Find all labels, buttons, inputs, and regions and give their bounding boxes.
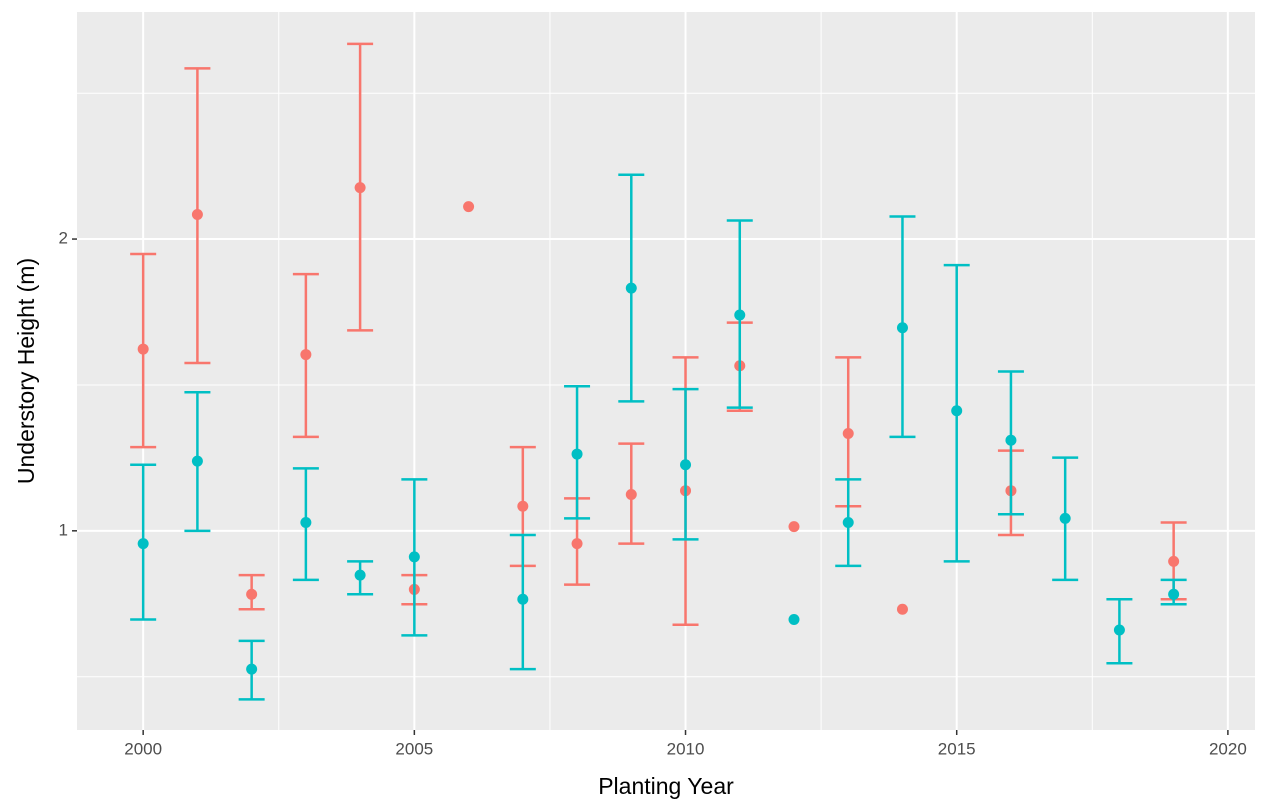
- point: [300, 516, 312, 528]
- y-tick-label: 1: [59, 520, 68, 539]
- point: [191, 455, 203, 467]
- x-tick-label: 2000: [124, 739, 162, 758]
- point: [1005, 434, 1017, 446]
- x-axis-title: Planting Year: [598, 773, 734, 799]
- point: [1168, 588, 1180, 600]
- point: [788, 521, 800, 533]
- point: [1059, 512, 1071, 524]
- point: [896, 603, 908, 615]
- y-tick-label: 2: [59, 229, 68, 248]
- point: [1168, 555, 1180, 567]
- point: [680, 459, 692, 471]
- y-axis-title: Understory Height (m): [13, 258, 39, 484]
- point: [842, 428, 854, 440]
- point: [517, 500, 529, 512]
- point: [354, 569, 366, 581]
- point: [571, 538, 583, 550]
- point: [842, 516, 854, 528]
- point: [408, 551, 420, 563]
- point: [137, 343, 149, 355]
- point: [191, 209, 203, 221]
- point: [625, 282, 637, 294]
- point: [734, 309, 746, 321]
- point: [788, 614, 800, 626]
- x-tick-label: 2005: [395, 739, 433, 758]
- x-tick-label: 2010: [667, 739, 705, 758]
- point: [571, 448, 583, 460]
- x-tick-label: 2015: [938, 739, 976, 758]
- point: [300, 349, 312, 361]
- point: [463, 201, 475, 213]
- point: [1113, 624, 1125, 636]
- point: [625, 489, 637, 501]
- point: [896, 322, 908, 334]
- panel: [77, 12, 1255, 730]
- point: [517, 593, 529, 605]
- x-tick-label: 2020: [1209, 739, 1247, 758]
- point: [246, 588, 258, 600]
- point: [137, 538, 149, 550]
- point: [246, 663, 258, 675]
- point: [354, 182, 366, 194]
- point: [951, 405, 963, 417]
